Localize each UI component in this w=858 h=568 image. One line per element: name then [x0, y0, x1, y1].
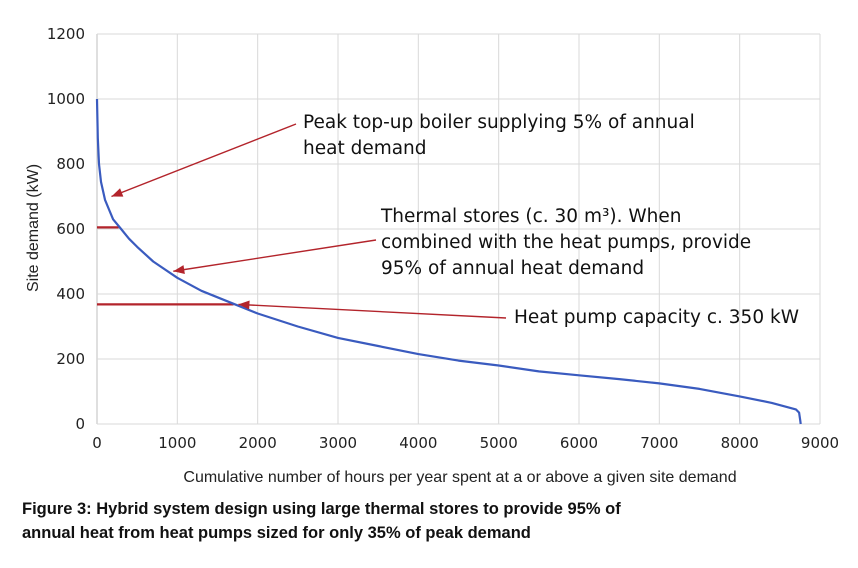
y-tick-label: 600: [56, 220, 85, 238]
annotation-stores-line-1: Thermal stores (c. 30 m³). When: [380, 206, 682, 227]
y-tick-label: 1000: [47, 90, 85, 108]
x-tick-label: 7000: [640, 434, 678, 452]
annotation-stores-line-3: 95% of annual heat demand: [381, 258, 644, 279]
annotation-heatpump-line-1: Heat pump capacity c. 350 kW: [514, 307, 799, 328]
caption-line-2: annual heat from heat pumps sized for on…: [22, 524, 531, 542]
arrow-shaft-3: [238, 303, 507, 319]
x-tick-label: 0: [92, 434, 102, 452]
annotation-stores-line-2: combined with the heat pumps, provide: [381, 232, 751, 253]
demand-duration-curve: [95, 98, 802, 425]
x-tick-labels: 0 1000 2000 3000 4000 5000 6000 7000 8000 9000: [92, 434, 839, 452]
y-tick-labels: 0 200 400 600 800 1000 1200: [47, 25, 85, 433]
x-tick-label: 2000: [239, 434, 277, 452]
x-tick-label: 1000: [158, 434, 196, 452]
y-tick-label: 0: [75, 415, 85, 433]
arrow-head-3: [238, 300, 250, 310]
y-tick-label: 400: [56, 285, 85, 303]
y-tick-label: 800: [56, 155, 85, 173]
reference-lines: [97, 226, 234, 306]
annotation-arrows: [111, 123, 507, 319]
arrow-shaft-1: [111, 123, 297, 198]
x-tick-label: 8000: [721, 434, 759, 452]
y-tick-label: 1200: [47, 25, 85, 43]
y-axis-title: Site demand (kW): [25, 164, 42, 292]
caption-line-1: Figure 3: Hybrid system design using lar…: [22, 500, 621, 518]
x-tick-label: 9000: [801, 434, 839, 452]
y-tick-label: 200: [56, 350, 85, 368]
arrow-head-1: [111, 188, 124, 197]
x-axis-title: Cumulative number of hours per year spen…: [183, 469, 736, 486]
x-tick-label: 5000: [480, 434, 518, 452]
arrow-shaft-2: [173, 239, 377, 272]
x-tick-label: 6000: [560, 434, 598, 452]
x-tick-label: 3000: [319, 434, 357, 452]
annotation-boiler-line-1: Peak top-up boiler supplying 5% of annua…: [303, 112, 695, 133]
site-demand-chart: 0 200 400 600 800 1000 1200 0 1000 2000 3000 4000 5…: [25, 25, 839, 486]
annotation-boiler-line-2: heat demand: [303, 138, 427, 159]
x-tick-label: 4000: [399, 434, 437, 452]
arrow-head-2: [173, 265, 185, 275]
grid-lines: [96, 33, 821, 425]
figure-caption: Figure 3: Hybrid system design using lar…: [22, 497, 662, 545]
